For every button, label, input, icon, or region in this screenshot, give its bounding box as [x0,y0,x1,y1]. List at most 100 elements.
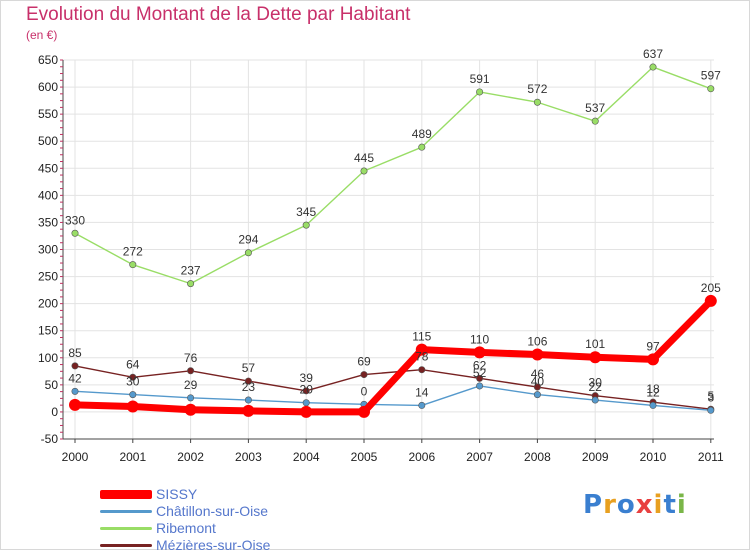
x-tick-label: 2006 [408,450,435,464]
series-line-sissy [74,298,714,416]
x-tick-label: 2000 [62,450,89,464]
data-point [129,391,137,399]
x-tick-label: 2002 [177,450,204,464]
data-label: 18 [646,382,660,396]
data-point [418,366,426,374]
data-point [187,394,195,402]
data-point [591,396,599,404]
y-tick-label: -50 [41,432,59,446]
data-point [302,221,310,229]
data-point [704,294,717,307]
data-point [129,373,137,381]
data-point [533,98,541,106]
data-point [533,391,541,399]
data-label: 445 [354,151,374,165]
data-point [360,371,368,379]
data-point [242,404,255,417]
data-label: 14 [415,385,429,399]
data-label: 62 [473,358,487,372]
data-point [707,85,715,93]
x-tick-label: 2007 [466,450,493,464]
data-point [358,405,370,418]
data-label: 5 [707,389,714,403]
data-label: 42 [68,371,82,385]
data-label: 537 [585,101,605,115]
legend-label: SISSY [156,486,198,502]
data-label: 23 [242,380,256,394]
x-tick-label: 2009 [582,450,609,464]
data-label: 637 [643,47,663,61]
data-label: 345 [296,205,316,219]
data-label: 40 [531,375,545,389]
data-label: 101 [585,337,605,351]
data-label: 572 [527,82,547,96]
data-point [649,63,657,71]
data-label: 85 [68,346,82,360]
data-point [531,348,544,361]
data-label: 29 [184,378,198,392]
data-point [476,382,484,390]
data-label: 64 [126,357,140,371]
data-point [71,229,79,237]
y-tick-label: 50 [45,378,59,392]
y-tick-label: 0 [51,405,58,419]
legend-label: Châtillon-sur-Oise [156,503,269,519]
x-tick-label: 2008 [524,450,551,464]
y-tick-label: 300 [38,243,58,257]
data-label: 20 [300,383,314,397]
data-point [126,400,139,413]
data-point [302,387,310,395]
y-tick-label: 250 [38,270,58,284]
x-tick-label: 2010 [640,450,667,464]
y-tick-label: 350 [38,215,58,229]
data-label: 0 [361,384,368,398]
data-label: 205 [701,281,721,295]
data-point [647,353,659,366]
data-label: 3 [707,390,714,404]
data-point [707,406,715,414]
data-label: 237 [181,264,201,278]
legend-swatch [100,526,152,530]
y-tick-label: 500 [38,134,58,148]
series-line-m-zi-res-sur-oise [74,365,711,410]
y-tick-label: 150 [38,324,58,338]
y-tick-label: 200 [38,297,58,311]
y-tick-label: 100 [38,351,58,365]
data-label: 46 [531,367,545,381]
logo-letter: o [616,490,636,520]
data-label: 110 [470,332,489,346]
data-label: 76 [184,351,198,365]
data-label: 106 [527,335,547,349]
data-label: 22 [589,380,603,394]
data-point [71,387,79,395]
legend-swatch [100,543,152,547]
x-tick-label: 2005 [351,450,378,464]
legend-swatch [100,509,152,513]
data-point [302,399,310,407]
x-tick-label: 2011 [698,450,724,464]
x-tick-label: 2004 [293,450,320,464]
data-point [184,403,197,416]
data-label: 597 [701,69,721,83]
data-label: 330 [65,213,85,227]
axes: -500501001502002503003504004505005506006… [38,53,724,464]
y-tick-label: 600 [38,80,58,94]
data-labels: 3302722372943454454895915725376375978564… [65,47,721,404]
series-line-ch-tillon-sur-oise [74,385,711,412]
x-tick-label: 2001 [119,450,146,464]
logo-letter: P [583,490,604,520]
data-label: 57 [242,361,256,375]
logo-letter: i [653,490,664,520]
data-label: 115 [412,330,431,344]
data-point [418,143,426,151]
data-point [71,362,79,370]
proxiti-logo: Proxiti [583,490,687,520]
series-line-ribemont [74,66,712,285]
legend-swatch [100,489,152,499]
data-label: 272 [123,245,143,259]
data-label: 294 [238,233,258,247]
chart-title: Evolution du Montant de la Dette par Hab… [26,4,411,25]
data-point [360,167,368,175]
data-point [415,343,428,356]
